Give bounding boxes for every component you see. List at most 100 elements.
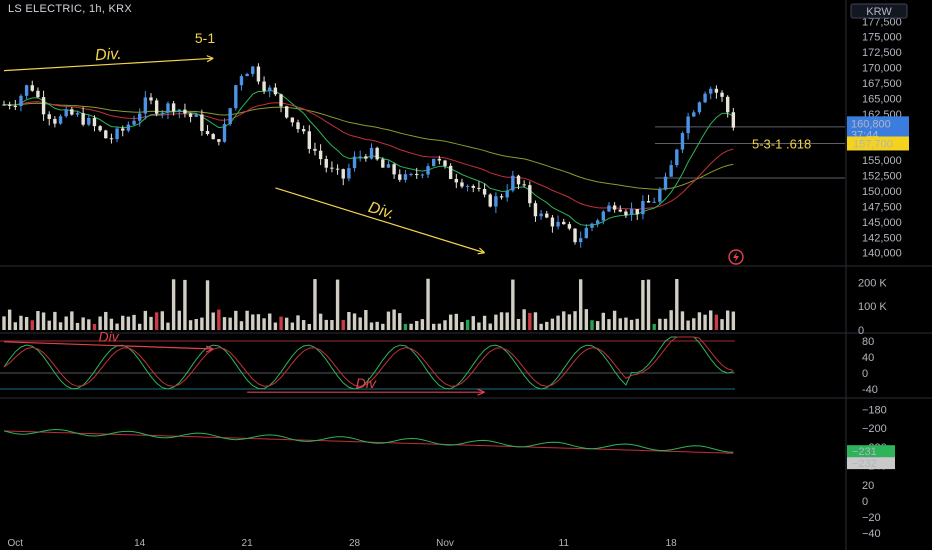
volume-bar — [522, 309, 526, 330]
candle-body — [686, 116, 690, 134]
candle-body — [415, 173, 419, 176]
volume-bar — [222, 317, 227, 330]
candle-body — [358, 156, 362, 158]
volume-bar — [415, 320, 419, 330]
time-axis-tick: 28 — [349, 538, 361, 549]
price-axis-tick: 177,500 — [862, 16, 902, 28]
volume-bar — [545, 321, 549, 330]
candle-body — [482, 188, 487, 195]
candle-body — [448, 165, 453, 179]
ema-long-line — [3, 101, 734, 210]
price-axis-tick: 172,500 — [862, 47, 902, 59]
candle-body — [81, 113, 85, 125]
ema-short-line — [3, 90, 734, 226]
candle-body — [556, 221, 560, 227]
candle-body — [369, 147, 374, 159]
volume-bar — [53, 311, 57, 330]
candle-body — [347, 168, 351, 179]
volume-bar — [641, 280, 645, 330]
price-axis-tick: 165,000 — [862, 93, 902, 105]
volume-bar — [488, 323, 492, 330]
volume-bar — [629, 319, 634, 330]
candle-body — [183, 109, 187, 114]
candle-body — [465, 185, 470, 187]
volume-bar — [330, 320, 334, 330]
volume-bar — [420, 319, 425, 330]
candle-body — [166, 103, 170, 113]
candle-body — [19, 95, 23, 107]
volume-bar — [347, 311, 351, 330]
volume-bar — [731, 311, 736, 330]
volume-bar — [573, 311, 577, 330]
volume-bar — [132, 314, 136, 330]
candle-body — [725, 96, 730, 113]
volume-bar — [284, 317, 289, 330]
candle-body — [211, 134, 215, 140]
candle-body — [87, 118, 91, 125]
candle-body — [403, 174, 408, 180]
volume-bar — [47, 320, 51, 330]
stoch-axis-tick: 0 — [862, 368, 868, 380]
candle-body — [550, 217, 555, 227]
volume-bar — [126, 316, 131, 330]
volume-bar — [714, 314, 719, 330]
candle-body — [296, 122, 300, 130]
osc-value-badge — [847, 457, 895, 470]
candle-body — [58, 116, 63, 124]
volume-bar — [301, 320, 306, 330]
volume-bar — [154, 312, 159, 330]
volume-bar — [245, 310, 249, 330]
volume-bar — [680, 311, 685, 330]
volume-bar — [41, 312, 46, 330]
candle-body — [494, 196, 498, 207]
volume-bar — [618, 318, 622, 330]
interval: 1h — [88, 3, 102, 15]
candle-body — [607, 205, 611, 212]
candle-body — [273, 87, 278, 95]
candle-body — [680, 133, 685, 150]
time-axis-tick: 21 — [242, 538, 254, 549]
candle-body — [109, 138, 114, 140]
time-axis-tick: 18 — [666, 538, 678, 549]
volume-bar — [624, 317, 628, 330]
volume-bar — [381, 323, 385, 330]
candle-body — [132, 120, 136, 125]
candle-body — [307, 131, 312, 149]
volume-bar — [19, 315, 23, 330]
candle-body — [30, 85, 34, 91]
volume-bar — [652, 324, 656, 330]
candle-body — [324, 159, 328, 168]
stoch-divergence-label: Div — [356, 375, 377, 391]
volume-bar — [335, 279, 340, 330]
price-axis-tick: 155,000 — [862, 155, 902, 167]
candle-body — [137, 113, 142, 121]
candle-body — [41, 97, 46, 115]
volume-bar — [137, 323, 142, 330]
volume-bar — [465, 319, 470, 330]
candle-body — [53, 118, 57, 124]
volume-bar — [482, 315, 487, 330]
candle-body — [545, 213, 549, 218]
candle-body — [70, 109, 74, 115]
volume-bar — [448, 314, 453, 330]
time-axis-tick: 14 — [134, 538, 146, 549]
volume-bar — [539, 323, 543, 330]
volume-bar — [511, 279, 515, 330]
volume-bar — [160, 311, 165, 330]
volume-bar — [36, 311, 40, 330]
volume-bar — [369, 322, 374, 330]
volume-bar — [392, 309, 396, 330]
candle-body — [426, 166, 430, 175]
candle-body — [217, 139, 221, 142]
candle-body — [262, 81, 266, 91]
target-price-badge — [847, 136, 909, 151]
osc-axis-tick: 20 — [862, 480, 874, 492]
candle-body — [268, 87, 272, 91]
candle-body — [98, 126, 102, 131]
candle-body — [573, 228, 577, 243]
candle-body — [692, 112, 696, 117]
candle-body — [205, 130, 210, 135]
time-axis-tick: Nov — [436, 538, 454, 549]
